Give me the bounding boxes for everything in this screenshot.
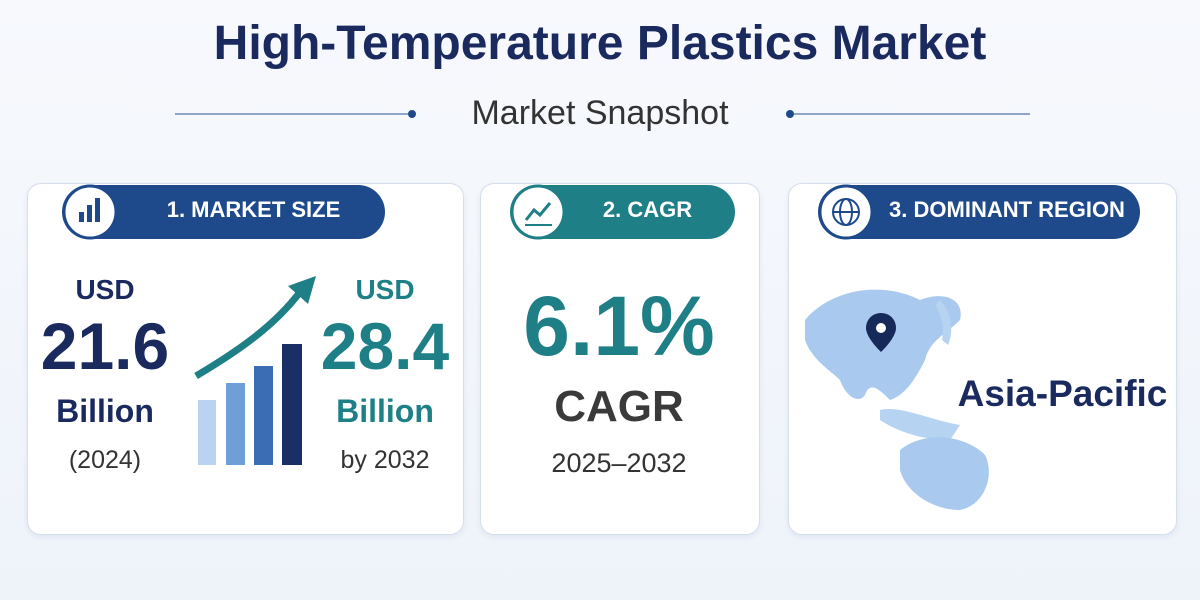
currency: USD [75, 274, 135, 305]
map [935, 300, 952, 345]
title: High-Temperature Plastics Market [213, 17, 987, 70]
icon [95, 198, 100, 222]
market-size-card [27, 183, 464, 535]
region: Asia-Pacific [957, 373, 1168, 414]
pin [876, 323, 886, 333]
amount: 28.4 [320, 309, 450, 383]
card-heading: 1. MARKET SIZE [166, 197, 341, 222]
deco-bar [198, 400, 216, 465]
amount: 21.6 [40, 309, 170, 383]
deco-bar [226, 383, 245, 465]
dot [786, 110, 794, 118]
deco-bar [282, 344, 302, 465]
map [900, 437, 989, 510]
pill [62, 185, 385, 239]
map [880, 408, 960, 440]
period: (2024) [68, 446, 142, 474]
pill [510, 185, 735, 239]
period: 2025–2032 [551, 448, 687, 478]
period: by 2032 [340, 446, 430, 474]
growth-arrow [194, 289, 303, 380]
deco-bar [254, 366, 273, 465]
growth-arrow [288, 276, 316, 304]
card-heading: 3. DOMINANT REGION [889, 197, 1125, 222]
icon [79, 212, 84, 222]
cagr-rate: 6.1% [523, 279, 715, 373]
card-heading: 2. CAGR [602, 197, 693, 222]
subtitle: Market Snapshot [471, 94, 729, 132]
currency: USD [355, 274, 415, 305]
pill [818, 185, 1140, 239]
dot [408, 110, 416, 118]
icon [87, 205, 92, 222]
cagr-card [480, 183, 760, 535]
unit: Billion [56, 393, 154, 429]
cagr-label: CAGR [554, 382, 684, 431]
unit: Billion [336, 393, 434, 429]
icon [524, 202, 552, 221]
